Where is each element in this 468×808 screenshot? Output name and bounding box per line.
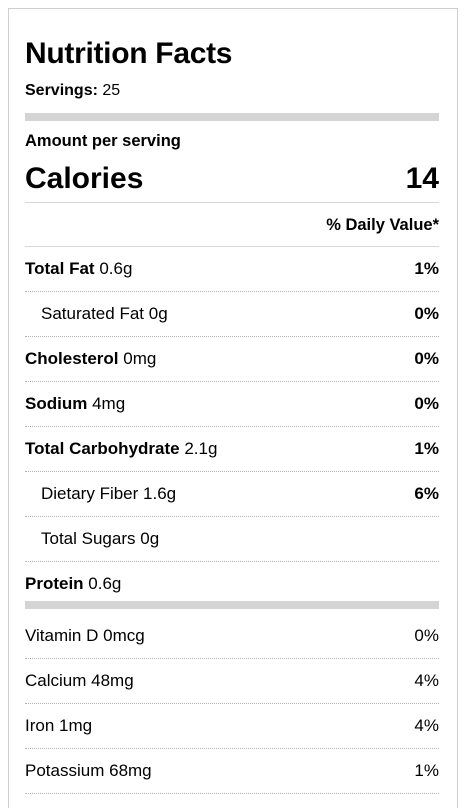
thick-divider <box>25 113 439 121</box>
nutrient-dv: 1% <box>414 259 439 278</box>
nutrition-label: Nutrition Facts Servings: 25 Amount per … <box>8 8 458 808</box>
nutrient-dv: 0% <box>414 304 439 323</box>
calories-value: 14 <box>405 162 439 195</box>
calories-label: Calories <box>25 162 144 195</box>
servings-label: Servings: <box>25 82 98 99</box>
nutrient-dv: 1% <box>414 439 439 458</box>
vitamin-row-vitamin-d: Vitamin D 0mcg 0% <box>25 614 439 659</box>
nutrient-row-sodium: Sodium 4mg 0% <box>25 382 439 427</box>
nutrient-dv: 0% <box>414 394 439 413</box>
calories-divider <box>25 202 439 203</box>
nutrient-name: Saturated Fat 0g <box>41 304 168 323</box>
vitamin-name: Calcium 48mg <box>25 671 134 690</box>
nutrient-name: Dietary Fiber 1.6g <box>41 484 177 503</box>
vitamin-dv: 4% <box>414 716 439 735</box>
vitamin-dv: 1% <box>414 761 439 780</box>
header-divider <box>25 246 439 247</box>
servings-line: Servings: 25 <box>25 81 120 101</box>
vitamin-name: Iron 1mg <box>25 716 93 735</box>
vitamin-name: Potassium 68mg <box>25 761 152 780</box>
nutrient-name: Total Carbohydrate 2.1g <box>25 439 218 458</box>
vitamin-row-potassium: Potassium 68mg 1% <box>25 749 439 794</box>
nutrient-name: Sodium 4mg <box>25 394 126 413</box>
nutrient-row-protein: Protein 0.6g <box>25 562 439 606</box>
nutrient-name: Total Sugars 0g <box>41 529 160 548</box>
amount-per-serving: Amount per serving <box>25 132 181 150</box>
nutrient-row-total-fat: Total Fat 0.6g 1% <box>25 247 439 292</box>
thick-divider <box>25 601 439 609</box>
vitamin-row-calcium: Calcium 48mg 4% <box>25 659 439 704</box>
nutrient-name: Total Fat 0.6g <box>25 259 133 278</box>
nutrient-dv: 6% <box>414 484 439 503</box>
nutrient-name: Protein 0.6g <box>25 574 122 593</box>
nutrient-name: Cholesterol 0mg <box>25 349 157 368</box>
label-title: Nutrition Facts <box>25 37 233 70</box>
nutrient-dv: 0% <box>414 349 439 368</box>
nutrient-row-saturated-fat: Saturated Fat 0g 0% <box>25 292 439 337</box>
nutrient-row-total-carbohydrate: Total Carbohydrate 2.1g 1% <box>25 427 439 472</box>
vitamin-name: Vitamin D 0mcg <box>25 626 145 645</box>
nutrient-row-total-sugars: Total Sugars 0g <box>25 517 439 562</box>
vitamin-dv: 4% <box>414 671 439 690</box>
daily-value-header: % Daily Value* <box>326 216 439 234</box>
vitamin-row-iron: Iron 1mg 4% <box>25 704 439 749</box>
vitamin-dv: 0% <box>414 626 439 645</box>
nutrient-row-cholesterol: Cholesterol 0mg 0% <box>25 337 439 382</box>
nutrient-row-dietary-fiber: Dietary Fiber 1.6g 6% <box>25 472 439 517</box>
servings-value: 25 <box>102 82 121 99</box>
